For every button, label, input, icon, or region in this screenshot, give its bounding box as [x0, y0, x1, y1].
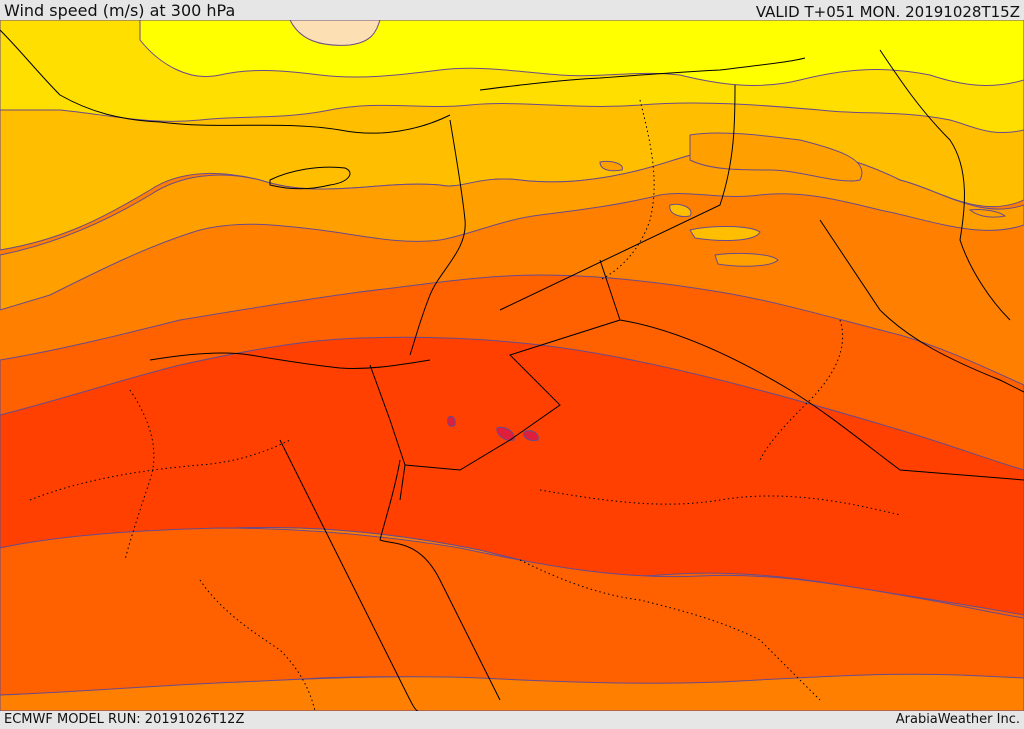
patch-amber-2	[669, 203, 692, 217]
wind-speed-bands	[0, 20, 1024, 711]
coast-egypt-north	[149, 352, 431, 369]
cell-red-3	[523, 430, 539, 441]
province-1	[29, 439, 291, 501]
band-orange-south	[0, 673, 1024, 711]
band-light-orange	[0, 143, 1024, 311]
credit-label: ArabiaWeather Inc.	[895, 712, 1020, 727]
map-title: Wind speed (m/s) at 300 hPa	[4, 1, 236, 20]
border-iraq-saudi	[619, 319, 1024, 481]
coast-levant	[409, 119, 466, 356]
border-iraq-iran	[879, 49, 1011, 321]
patch-amber-1	[689, 225, 761, 241]
band-peach-core	[289, 20, 381, 46]
patch-light-orange-4	[968, 209, 1007, 218]
wind-speed-map	[0, 20, 1024, 711]
cell-red-1	[447, 415, 456, 427]
border-syria-iraq	[499, 84, 736, 311]
coast-gulf	[819, 219, 1024, 393]
border-syria-turkey	[479, 57, 806, 91]
coast-redsea-east	[379, 459, 501, 701]
province-borders	[29, 99, 901, 711]
border-egypt-israel	[369, 364, 406, 501]
band-red-orange-jet	[0, 336, 1024, 616]
province-4	[599, 99, 655, 281]
patch-light-orange-3	[599, 161, 623, 172]
coast-redsea-west	[279, 439, 419, 711]
province-3	[539, 489, 901, 516]
coast-cyprus	[269, 166, 351, 190]
country-borders	[369, 49, 1024, 501]
valid-time: VALID T+051 MON. 20191028T15Z	[755, 3, 1020, 21]
map-footer: ECMWF MODEL RUN: 20191026T12Z ArabiaWeat…	[0, 711, 1024, 729]
cell-red-2	[496, 426, 515, 441]
coast-turkey-south	[0, 29, 451, 134]
model-run: ECMWF MODEL RUN: 20191026T12Z	[4, 712, 245, 727]
coastlines	[0, 29, 1024, 711]
map-header: Wind speed (m/s) at 300 hPa VALID T+051 …	[0, 0, 1024, 20]
province-7	[124, 389, 155, 561]
patch-light-orange-2	[714, 252, 779, 267]
